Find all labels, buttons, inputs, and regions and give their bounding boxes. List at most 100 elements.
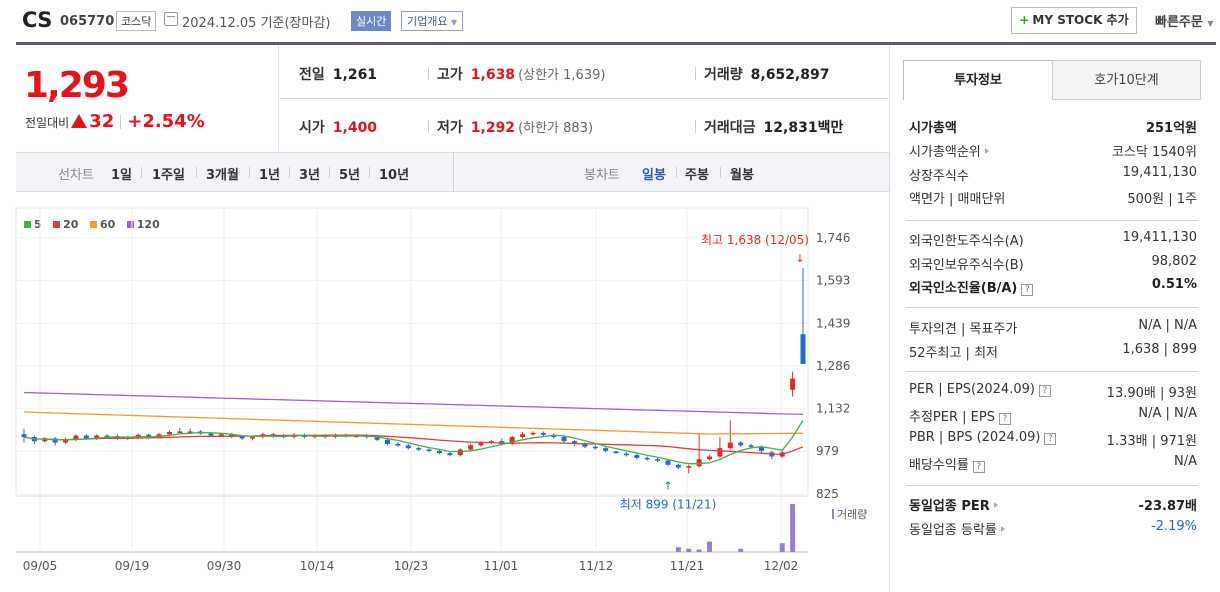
chevron-right-icon (984, 148, 989, 154)
market-badge: 코스닥 (116, 11, 157, 31)
period-1y[interactable]: 1년 (259, 168, 281, 183)
help-icon[interactable]: ? (1044, 433, 1057, 445)
tab-investment-info[interactable]: 투자정보 (903, 60, 1053, 100)
candle-body (239, 436, 245, 439)
candle-body (395, 443, 401, 446)
open-label: 시가 (299, 120, 325, 136)
candle-body (655, 459, 661, 461)
candle-daily[interactable]: 일봉 (642, 168, 666, 183)
info-value: -23.87배 (1138, 499, 1197, 514)
tab-orderbook[interactable]: 호가10단계 (1052, 60, 1201, 100)
candle-body (478, 442, 484, 446)
info-value: 500원 | 1주 (1127, 192, 1197, 207)
candle-body (63, 439, 69, 443)
info-label: 시가총액 (909, 121, 957, 136)
prev-close: 전일 1,261 (299, 64, 377, 84)
info-value: 19,411,130 (1122, 230, 1197, 245)
candle-body (156, 434, 162, 438)
candle-body (385, 439, 391, 444)
candle-body (613, 451, 619, 454)
info-row[interactable]: 동일업종 등락률 -2.19% (909, 519, 1197, 539)
info-label: PBR | BPS (2024.09)? (909, 430, 1057, 445)
info-row[interactable]: 시가총액순위 코스닥 1540위 (909, 141, 1197, 161)
candle-monthly[interactable]: 월봉 (730, 168, 754, 183)
volume-bar (790, 504, 796, 552)
mystock-label: MY STOCK 추가 (1032, 13, 1129, 27)
help-icon[interactable]: ? (1038, 385, 1051, 397)
info-divider (906, 307, 1198, 308)
ma5-line (23, 420, 804, 465)
period-3m[interactable]: 3개월 (206, 168, 239, 183)
add-mystock-button[interactable]: + MY STOCK 추가 (1011, 7, 1137, 34)
x-tick-label: 09/05 (23, 559, 58, 573)
info-value: -2.19% (1151, 519, 1197, 534)
info-label: 동일업종 등락률 (909, 519, 1005, 538)
candle-body (665, 460, 671, 465)
y-tick-label: 1,746 (816, 231, 850, 245)
info-row: 상장주식수 19,411,130 (909, 165, 1197, 185)
candle-body (457, 449, 463, 456)
candle-body (374, 437, 380, 440)
info-label: 동일업종 PER (909, 495, 998, 514)
price-chart[interactable]: 09/05 09/19 09/30 10/14 10/23 11/01 11/12 11/21… (0, 200, 889, 592)
chevron-down-icon: ▼ (1207, 19, 1214, 28)
corp-info-label: 기업개요 (407, 15, 448, 28)
period-5y[interactable]: 5년 (339, 168, 361, 183)
info-row[interactable]: PER | EPS(2024.09)? 13.90배 | 93원 (909, 382, 1197, 402)
help-icon[interactable]: ? (972, 461, 985, 473)
candle-body (405, 445, 411, 449)
volume-bar (675, 547, 681, 552)
candle-body (94, 435, 100, 439)
candle-body (218, 434, 224, 436)
info-value: 0.51% (1151, 277, 1197, 292)
candle-weekly[interactable]: 주봉 (685, 168, 709, 183)
period-1d[interactable]: 1일 (111, 168, 133, 183)
volume-bar (707, 541, 713, 552)
prev-value: 1,261 (332, 67, 378, 83)
base-date: 2024.12.05 기준(장마감) (182, 16, 331, 31)
period-10y[interactable]: 10년 (379, 168, 410, 183)
candle-body (83, 435, 89, 439)
help-icon[interactable]: ? (998, 413, 1011, 425)
info-label: PER | EPS(2024.09)? (909, 382, 1051, 397)
price-summary: 1,293 전일대비 32 +2.54% (16, 45, 278, 151)
candle-body (416, 448, 422, 450)
info-row: 투자의견 | 목표주가 N/A | N/A (909, 318, 1197, 338)
high-label: 고가 (437, 67, 463, 83)
corp-info-dropdown[interactable]: 기업개요 ▼ (401, 11, 464, 31)
info-label: 외국인한도주식수(A) (909, 234, 1024, 249)
info-row: 외국인한도주식수(A) 19,411,130 (909, 230, 1197, 250)
info-value: 251억원 (1145, 121, 1197, 136)
info-row[interactable]: 추정PER | EPS? N/A | N/A (909, 406, 1197, 426)
info-row: 액면가 | 매매단위 500원 | 1주 (909, 188, 1197, 208)
candle-body (468, 445, 474, 450)
calendar-icon (164, 12, 178, 26)
legend-item-120: 120 (126, 218, 160, 231)
info-value: 98,802 (1151, 254, 1198, 269)
candle-body (571, 441, 577, 444)
candle-body (187, 431, 193, 433)
period-3y[interactable]: 3년 (299, 168, 321, 183)
period-1w[interactable]: 1주일 (152, 168, 185, 183)
quick-order-button[interactable]: 빠른주문 ▼ (1155, 11, 1214, 30)
up-triangle-icon (71, 114, 88, 128)
help-icon[interactable]: ? (1021, 284, 1034, 296)
high-value: 1,638 (470, 67, 516, 83)
low-value: 1,292 (470, 120, 516, 136)
info-label: 외국인소진율(B/A)? (909, 277, 1034, 296)
info-row[interactable]: 배당수익률? N/A (909, 454, 1197, 474)
realtime-button[interactable]: 실시간 (351, 11, 392, 31)
x-tick-label: 11/21 (670, 559, 705, 573)
info-row[interactable]: 동일업종 PER -23.87배 (909, 495, 1197, 515)
info-row[interactable]: 외국인소진율(B/A)? 0.51% (909, 277, 1197, 297)
candle-body (634, 455, 640, 458)
info-row[interactable]: PBR | BPS (2024.09)? 1.33배 | 971원 (909, 430, 1197, 450)
info-label: 투자의견 | 목표주가 (909, 322, 1018, 337)
info-value: 19,411,130 (1122, 165, 1197, 180)
period-selector: 선차트 1일 1주일 3개월 1년 3년 5년 10년 봉차트 일봉 주봉 월봉 (16, 152, 889, 192)
plus-icon: + (1019, 13, 1030, 27)
y-tick-label: 1,593 (816, 274, 850, 288)
candle-body (146, 434, 152, 438)
candle-body (717, 448, 723, 457)
candle-body (21, 434, 27, 438)
